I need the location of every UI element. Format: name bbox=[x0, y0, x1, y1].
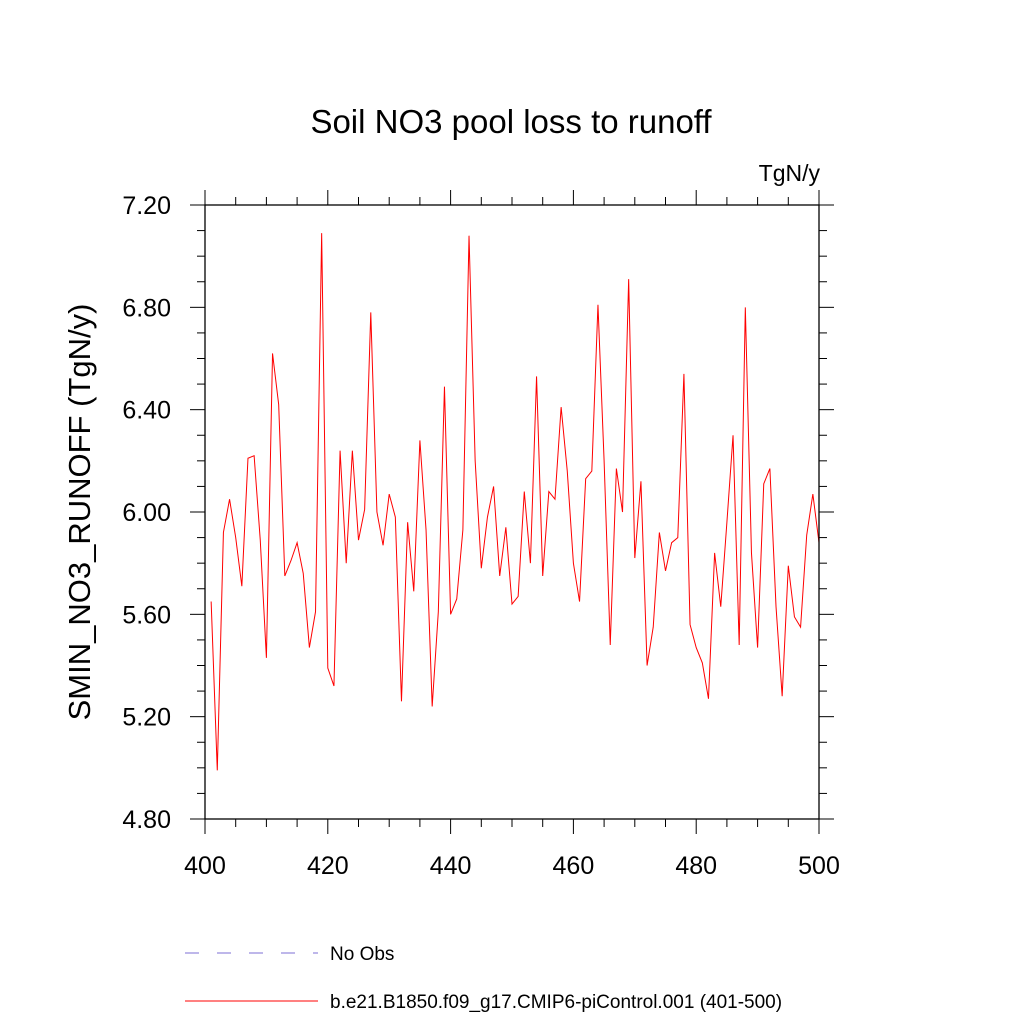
legend-label-control-run: b.e21.B1850.f09_g17.CMIP6-piControl.001 … bbox=[330, 992, 782, 1013]
x-tick-label: 460 bbox=[553, 852, 595, 880]
y-tick-label: 6.80 bbox=[122, 294, 171, 322]
y-axis-label: SMIN_NO3_RUNOFF (TgN/y) bbox=[62, 304, 97, 721]
plot-frame bbox=[204, 204, 820, 820]
legend: No Obs b.e21.B1850.f09_g17.CMIP6-piContr… bbox=[185, 944, 782, 1013]
x-tick-label: 440 bbox=[430, 852, 472, 880]
x-tick-label: 400 bbox=[184, 852, 226, 880]
plot-area bbox=[210, 233, 820, 771]
y-tick-label: 6.40 bbox=[122, 397, 171, 425]
tick-labels: 400 420 440 460 480 500 4.80 5.20 5.60 6.00 6.40 6.… bbox=[122, 192, 840, 880]
axis-ticks bbox=[190, 190, 834, 834]
y-tick-label: 5.60 bbox=[122, 601, 171, 629]
chart-title: Soil NO3 pool loss to runoff bbox=[310, 103, 712, 140]
y-tick-label: 7.20 bbox=[122, 192, 171, 220]
x-tick-label: 500 bbox=[798, 852, 840, 880]
y-tick-label: 4.80 bbox=[122, 806, 171, 834]
legend-label-no-obs: No Obs bbox=[330, 944, 394, 965]
series-line bbox=[210, 233, 820, 771]
units-label: TgN/y bbox=[759, 160, 821, 186]
y-tick-label: 6.00 bbox=[122, 499, 171, 527]
x-tick-label: 420 bbox=[307, 852, 349, 880]
x-tick-label: 480 bbox=[675, 852, 717, 880]
y-tick-label: 5.20 bbox=[122, 704, 171, 732]
